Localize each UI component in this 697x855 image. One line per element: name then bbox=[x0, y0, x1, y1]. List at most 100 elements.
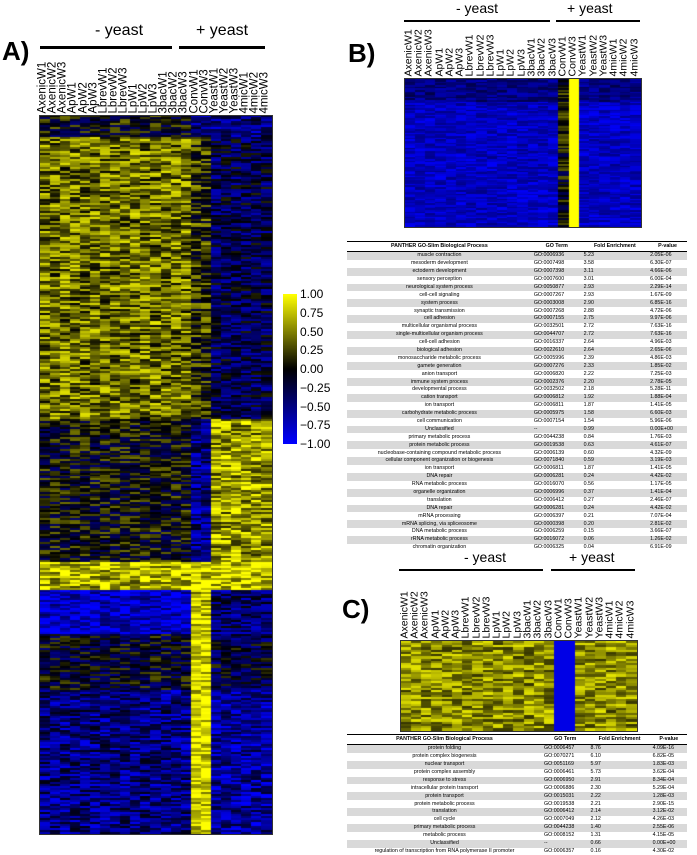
column-label: 4micW3 bbox=[624, 600, 637, 638]
table-cell: 4.96E-03 bbox=[650, 339, 672, 346]
table-cell: 0.84 bbox=[583, 433, 594, 440]
table-cell: 0.63 bbox=[581, 441, 649, 450]
table-row: nucleobase-containing compound metabolic… bbox=[347, 449, 687, 457]
table-cell: GO:0006950 bbox=[541, 776, 589, 785]
table-cell: 7.63E-16 bbox=[648, 330, 687, 339]
table-row: protein metabolic process GO:0019538 0.63 4… bbox=[347, 441, 687, 450]
table-cell: 1.41E-05 bbox=[650, 465, 672, 472]
table-cell: 0.06 bbox=[581, 536, 649, 544]
table-cell: 1.83E-03 bbox=[650, 760, 687, 769]
table-cell: 0.21 bbox=[583, 512, 594, 519]
table-cell: system process bbox=[347, 299, 532, 308]
table-cell: 2.20 bbox=[581, 378, 649, 387]
table-cell: developmental process bbox=[412, 386, 467, 393]
table-cell: 2.12 bbox=[590, 816, 601, 823]
table-row: neurological system process GO:0050877 2.9… bbox=[347, 283, 687, 292]
table-row: monosaccharide metabolic process GO:00059… bbox=[347, 355, 687, 363]
table-row: primary metabolic process GO:0044238 1.40 2… bbox=[347, 823, 687, 832]
table-cell: ion transport bbox=[424, 465, 455, 472]
table-cell: 1.67E-09 bbox=[650, 291, 672, 298]
table-cell: GO:0006397 bbox=[533, 512, 565, 519]
panel-c-heatmap bbox=[400, 640, 638, 732]
table-cell: GO:0070271 bbox=[543, 753, 575, 760]
table-cell: 2.72 bbox=[583, 323, 594, 330]
table-cell: GO:0007268 bbox=[533, 307, 565, 314]
table-cell: 0.00E+00 bbox=[650, 839, 687, 848]
table-cell: GO:0006820 bbox=[533, 370, 565, 377]
table-cell: 8.34E-04 bbox=[650, 776, 687, 785]
table-cell: 9.97E-06 bbox=[648, 315, 687, 324]
table-cell: 4.26E-03 bbox=[652, 816, 675, 823]
table-header: GO Term bbox=[541, 734, 589, 745]
table-cell: 3.11 bbox=[581, 267, 649, 276]
table-cell: 6.60E-03 bbox=[648, 409, 687, 418]
table-cell: GO:0006281 bbox=[531, 472, 582, 481]
table-row: Unclassified -- 0.66 0.00E+00 bbox=[347, 839, 687, 848]
panel-c-column-labels: AxenicW1 AxenicW2 AxenicW3 ApW1 ApW2 ApW3 Lbre… bbox=[398, 558, 637, 638]
table-cell: 2.88 bbox=[583, 307, 594, 314]
table-cell: GO:0003008 bbox=[531, 299, 582, 308]
table-cell: 4.42E-02 bbox=[648, 472, 687, 481]
table-row: cell adhesion GO:0007155 2.75 9.97E-06 bbox=[347, 315, 687, 324]
table-cell: 1.28E-03 bbox=[650, 792, 687, 801]
table-cell: 2.14 bbox=[588, 808, 651, 817]
table-cell: 1.88E-04 bbox=[648, 394, 687, 402]
table-cell: 4.72E-06 bbox=[650, 307, 672, 314]
table-cell: gamete generation bbox=[347, 362, 532, 371]
table-cell: 2.18 bbox=[583, 386, 594, 393]
column-label: 4micW3 bbox=[258, 71, 271, 113]
table-cell: GO:0006412 bbox=[533, 496, 565, 503]
table-cell: 2.22 bbox=[588, 792, 651, 801]
table-row: anion transport GO:0006820 2.22 7.25E-03 bbox=[347, 370, 687, 378]
table-cell: GO:0006457 bbox=[541, 744, 589, 753]
panel-c-plus-yeast-label: + yeast bbox=[569, 549, 615, 565]
table-cell: 2.93 bbox=[583, 291, 594, 298]
table-cell: 0.20 bbox=[581, 520, 649, 529]
panel-c-letter: C) bbox=[342, 594, 370, 624]
table-row: cation transport GO:0006812 1.92 1.88E-04 bbox=[347, 394, 687, 402]
colorbar-tick-label: 0.50 bbox=[300, 324, 324, 339]
table-row: translation GO:0006412 2.14 3.12E-02 bbox=[347, 808, 687, 817]
table-cell: 4.66E-06 bbox=[648, 267, 687, 276]
table-cell: GO:0007276 bbox=[531, 362, 582, 371]
table-cell: organelle organization bbox=[347, 488, 532, 497]
table-cell: protein transport bbox=[347, 792, 542, 801]
table-cell: rRNA metabolic process bbox=[347, 536, 532, 544]
table-cell: GO:0002376 bbox=[531, 378, 582, 387]
table-cell: 2.93 bbox=[581, 283, 649, 292]
table-row: chromatin organization GO:0006325 0.04 6.91… bbox=[347, 544, 687, 552]
table-cell: 2.65E-06 bbox=[648, 346, 687, 355]
table-cell: metabolic process bbox=[423, 832, 466, 839]
table-cell: 3.58 bbox=[583, 260, 594, 267]
table-cell: GO:0044238 bbox=[541, 823, 589, 832]
table-cell: GO:0006811 bbox=[533, 402, 564, 409]
panel-b-heatmap bbox=[404, 78, 642, 228]
table-cell: -- bbox=[541, 839, 589, 848]
table-cell: 0.00E+00 bbox=[648, 425, 687, 434]
table-cell: sensory perception bbox=[417, 275, 462, 282]
table-cell: cell-cell adhesion bbox=[419, 339, 460, 346]
table-row: system process GO:0003008 2.90 6.85E-16 bbox=[347, 299, 687, 308]
colorbar-tick-label: −0.25 bbox=[300, 380, 331, 395]
table-cell: GO:0071840 bbox=[531, 457, 582, 466]
table-cell: 0.15 bbox=[583, 528, 594, 535]
table-header: P-value bbox=[648, 241, 687, 252]
table-cell: 2.64 bbox=[581, 346, 649, 355]
table-cell: GO:0032502 bbox=[533, 386, 565, 393]
table-cell: 2.64 bbox=[583, 339, 594, 346]
colorbar-tick-label: 0.00 bbox=[300, 362, 324, 376]
table-cell: 2.75 bbox=[581, 315, 649, 324]
panel-c-go-table: PANTHER GO-Slim Biological Process GO Ter… bbox=[347, 734, 687, 855]
table-cell: nuclear transport bbox=[347, 760, 542, 769]
table-cell: translation bbox=[347, 808, 542, 817]
table-cell: 0.24 bbox=[581, 504, 649, 513]
table-cell: 4.86E-03 bbox=[650, 354, 672, 361]
table-cell: 0.04 bbox=[583, 544, 594, 551]
table-cell: 7.07E-04 bbox=[650, 512, 672, 519]
table-row: protein complex biogenesis GO:0070271 6.10… bbox=[347, 753, 687, 761]
table-cell: 2.33 bbox=[581, 362, 649, 371]
table-row: mRNA processing GO:0006397 0.21 7.07E-04 bbox=[347, 512, 687, 520]
table-cell: biological adhesion bbox=[347, 346, 532, 355]
table-cell: GO:0006259 bbox=[533, 528, 565, 535]
colorbar bbox=[283, 294, 297, 444]
